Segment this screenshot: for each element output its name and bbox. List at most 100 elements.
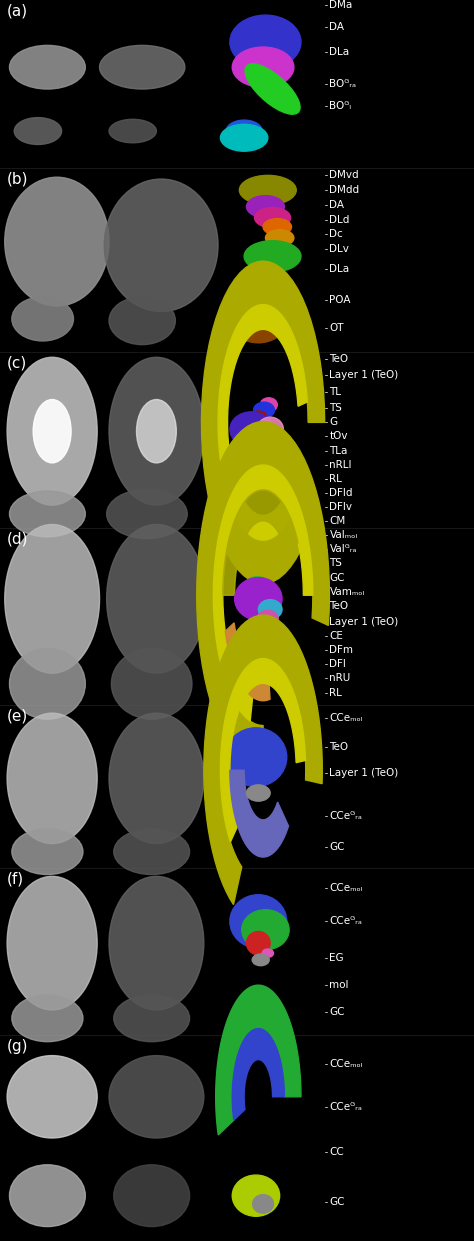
- Polygon shape: [218, 304, 308, 540]
- Ellipse shape: [246, 434, 275, 455]
- Ellipse shape: [246, 932, 270, 954]
- Ellipse shape: [232, 1175, 280, 1216]
- Text: GC: GC: [329, 1196, 345, 1206]
- Text: GC: GC: [329, 572, 345, 582]
- Text: DA: DA: [329, 22, 345, 32]
- Text: TeO: TeO: [329, 354, 348, 364]
- Text: GC: GC: [329, 841, 345, 851]
- Ellipse shape: [262, 949, 273, 957]
- Ellipse shape: [107, 489, 187, 539]
- Ellipse shape: [255, 207, 291, 228]
- Text: mol: mol: [329, 980, 349, 990]
- Ellipse shape: [263, 218, 292, 235]
- Text: CCeₘₒₗ: CCeₘₒₗ: [329, 714, 363, 724]
- Ellipse shape: [257, 417, 283, 442]
- Polygon shape: [232, 1029, 284, 1121]
- Ellipse shape: [109, 119, 156, 143]
- Text: DMdd: DMdd: [329, 185, 360, 195]
- Text: (c): (c): [7, 356, 27, 371]
- Text: (f): (f): [7, 871, 24, 887]
- Polygon shape: [220, 659, 306, 841]
- Polygon shape: [213, 465, 313, 721]
- Text: BOᴳᵣₐ: BOᴳᵣₐ: [329, 79, 356, 89]
- Ellipse shape: [255, 581, 276, 598]
- Ellipse shape: [230, 895, 287, 948]
- Ellipse shape: [107, 525, 206, 673]
- Ellipse shape: [104, 179, 218, 311]
- Text: Valₘₒₗ: Valₘₒₗ: [329, 530, 357, 540]
- Text: TL: TL: [329, 387, 341, 397]
- Ellipse shape: [226, 120, 262, 141]
- Ellipse shape: [239, 175, 296, 205]
- Text: EG: EG: [329, 953, 344, 963]
- Text: RL: RL: [329, 474, 342, 484]
- Text: tOv: tOv: [329, 432, 348, 442]
- Ellipse shape: [239, 278, 277, 304]
- Text: (b): (b): [7, 171, 28, 186]
- Polygon shape: [223, 490, 298, 596]
- Text: DFm: DFm: [329, 645, 354, 655]
- Ellipse shape: [7, 357, 97, 505]
- Ellipse shape: [137, 400, 176, 463]
- Ellipse shape: [254, 402, 274, 418]
- Ellipse shape: [257, 611, 278, 627]
- Ellipse shape: [109, 714, 204, 844]
- Text: TS: TS: [329, 403, 342, 413]
- Ellipse shape: [232, 307, 284, 343]
- Text: (d): (d): [7, 531, 28, 547]
- Text: RL: RL: [329, 688, 342, 697]
- Ellipse shape: [7, 1056, 97, 1138]
- Ellipse shape: [5, 525, 100, 673]
- Ellipse shape: [225, 727, 287, 787]
- Text: DLa: DLa: [329, 264, 349, 274]
- Text: CM: CM: [329, 516, 346, 526]
- Text: Layer 1 (TeO): Layer 1 (TeO): [329, 768, 399, 778]
- Text: Valᴳᵣₐ: Valᴳᵣₐ: [329, 545, 357, 555]
- Ellipse shape: [244, 577, 271, 598]
- Text: CCeᴳᵣₐ: CCeᴳᵣₐ: [329, 1102, 362, 1112]
- Ellipse shape: [114, 995, 190, 1041]
- Text: Vamₘₒₗ: Vamₘₒₗ: [329, 587, 365, 597]
- Ellipse shape: [252, 954, 269, 965]
- Polygon shape: [230, 771, 289, 858]
- Text: DFl: DFl: [329, 659, 346, 669]
- Ellipse shape: [232, 47, 294, 87]
- Text: OT: OT: [329, 323, 344, 333]
- Text: DLa: DLa: [329, 47, 349, 57]
- Text: DMa: DMa: [329, 0, 353, 10]
- Ellipse shape: [230, 15, 301, 69]
- Polygon shape: [225, 623, 270, 701]
- Text: DLv: DLv: [329, 244, 349, 254]
- Text: CCeᴳᵣₐ: CCeᴳᵣₐ: [329, 810, 362, 820]
- Text: CCeₘₒₗ: CCeₘₒₗ: [329, 884, 363, 894]
- Ellipse shape: [250, 411, 267, 423]
- Text: Layer 1 (TeO): Layer 1 (TeO): [329, 617, 399, 627]
- Ellipse shape: [100, 46, 185, 89]
- Ellipse shape: [235, 577, 282, 620]
- Ellipse shape: [244, 241, 301, 272]
- Text: Dc: Dc: [329, 230, 343, 240]
- Ellipse shape: [7, 876, 97, 1010]
- Ellipse shape: [9, 491, 85, 537]
- Ellipse shape: [111, 648, 192, 720]
- Ellipse shape: [14, 118, 62, 144]
- Ellipse shape: [261, 441, 280, 454]
- Ellipse shape: [246, 784, 270, 802]
- Ellipse shape: [246, 196, 284, 217]
- Ellipse shape: [114, 829, 190, 875]
- Polygon shape: [201, 261, 325, 583]
- Ellipse shape: [109, 297, 175, 345]
- Polygon shape: [216, 985, 301, 1136]
- Ellipse shape: [12, 297, 73, 341]
- Ellipse shape: [242, 910, 289, 949]
- Text: CC: CC: [329, 1148, 344, 1158]
- Ellipse shape: [9, 1165, 85, 1226]
- Text: POA: POA: [329, 295, 351, 305]
- Polygon shape: [197, 422, 329, 769]
- Ellipse shape: [230, 412, 273, 447]
- Text: Layer 1 (TeO): Layer 1 (TeO): [329, 370, 399, 380]
- Text: CCeᴳᵣₐ: CCeᴳᵣₐ: [329, 916, 362, 927]
- Text: TeO: TeO: [329, 601, 348, 611]
- Ellipse shape: [33, 400, 71, 463]
- Text: TeO: TeO: [329, 742, 348, 752]
